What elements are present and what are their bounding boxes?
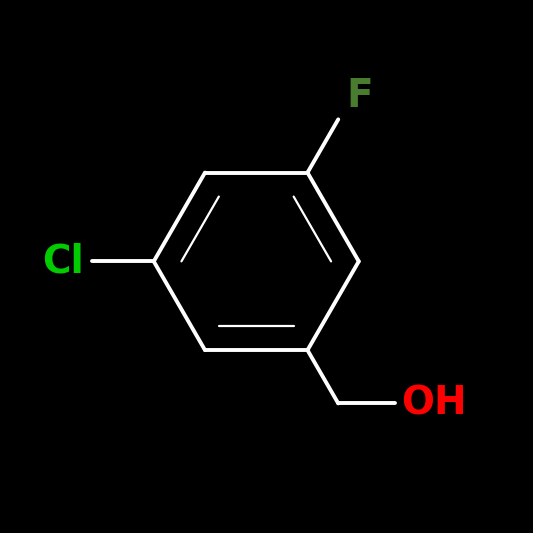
Text: OH: OH — [401, 384, 466, 423]
Text: Cl: Cl — [42, 243, 84, 280]
Text: F: F — [346, 77, 373, 115]
